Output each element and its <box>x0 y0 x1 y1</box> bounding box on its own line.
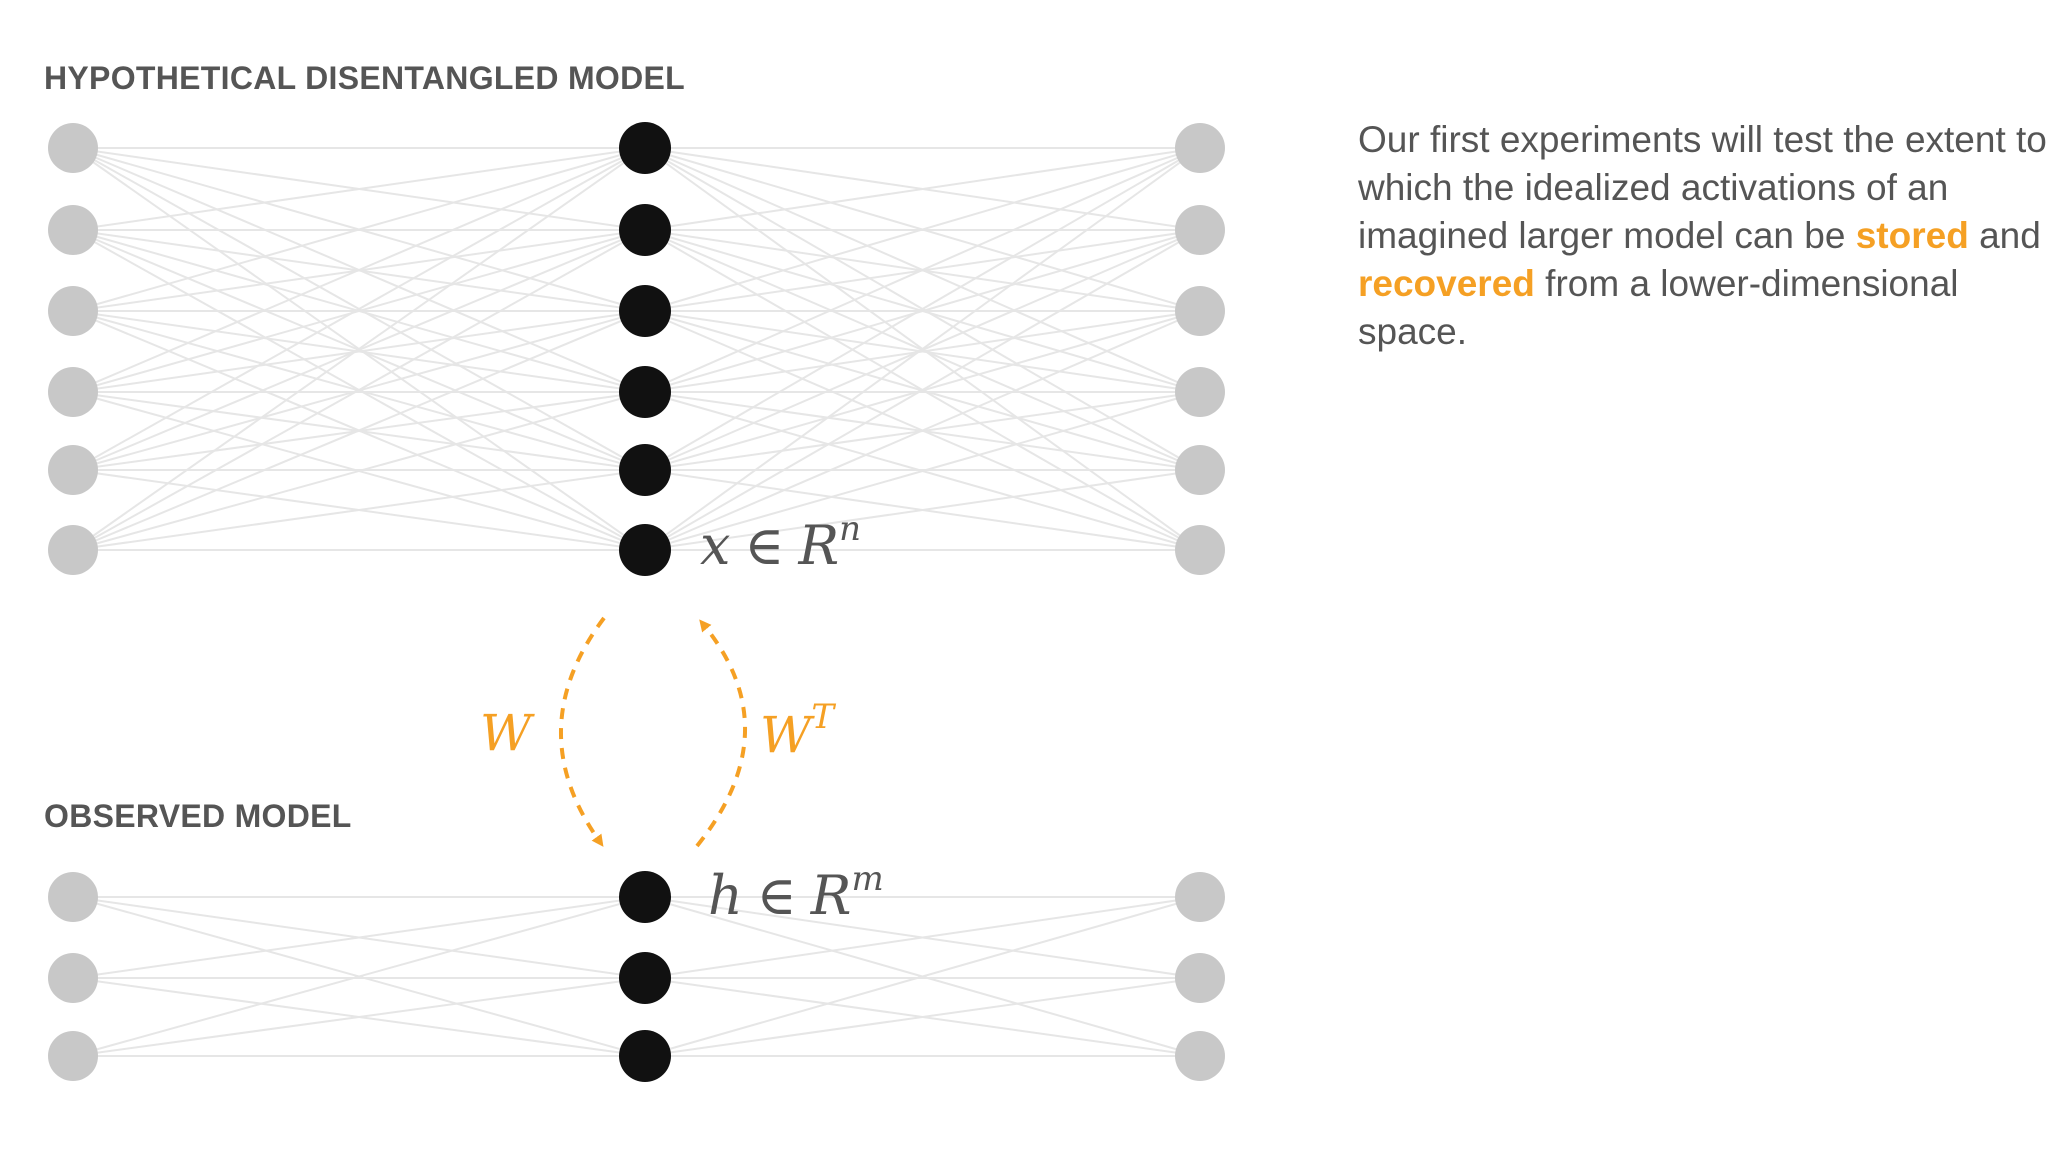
description-part1: Our first experiments will test the exte… <box>1358 119 2047 256</box>
disentangled-edge-in <box>72 310 646 393</box>
recovered-highlight: recovered <box>1358 263 1535 304</box>
description-and: and <box>1968 215 2041 256</box>
disentangled-edge-out <box>644 469 1201 551</box>
disentangled-output-node <box>1175 367 1225 417</box>
h-in-rm-label: h ∈ Rm <box>708 859 884 927</box>
observed-model-label: OBSERVED MODEL <box>44 798 352 834</box>
disentangled-edge-in <box>72 147 646 231</box>
disentangled-edge-out <box>644 147 1201 393</box>
observed-output-node <box>1175 872 1225 922</box>
disentangled-edge-in <box>72 147 646 471</box>
observed-input-node <box>48 953 98 1003</box>
observed-edge-in <box>72 977 646 1057</box>
disentangled-input-node <box>48 286 98 336</box>
disentangled-edge-out <box>644 147 1201 551</box>
observed-edge-out <box>644 896 1201 979</box>
w-projection-arrow <box>559 616 606 847</box>
disentangled-edge-in <box>72 391 646 551</box>
x-in-rn-label: x ∈ Rn <box>700 509 861 577</box>
disentangled-edge-in <box>72 310 646 551</box>
disentangled-hidden-node <box>619 204 671 256</box>
w-label: W <box>480 704 535 762</box>
disentangled-edge-out <box>644 147 1201 312</box>
disentangled-hidden-node <box>619 524 671 576</box>
observed-edge-out <box>644 977 1201 1057</box>
edge-layer <box>72 147 1201 1057</box>
disentangled-edge-out <box>644 391 1201 551</box>
disentangled-edge-in <box>72 229 646 551</box>
disentangled-input-node <box>48 445 98 495</box>
observed-output-node <box>1175 1031 1225 1081</box>
disentangled-output-node <box>1175 445 1225 495</box>
hypothetical-model-label: HYPOTHETICAL DISENTANGLED MODEL <box>44 60 686 96</box>
disentangled-output-node <box>1175 525 1225 575</box>
description-part2: from a lower-dimensional space. <box>1358 263 1959 352</box>
disentangled-output-node <box>1175 286 1225 336</box>
disentangled-input-node <box>48 367 98 417</box>
disentangled-edge-in <box>72 147 646 312</box>
wt-reconstruction-arrow <box>695 619 748 848</box>
observed-edge-out <box>644 896 1201 1057</box>
node-layer <box>48 122 1225 1082</box>
disentangled-input-node <box>48 205 98 255</box>
disentangled-input-node <box>48 525 98 575</box>
disentangled-edge-in <box>72 147 646 393</box>
disentangled-hidden-node <box>619 122 671 174</box>
observed-edge-in <box>72 896 646 1057</box>
disentangled-output-node <box>1175 123 1225 173</box>
disentangled-edge-out <box>644 229 1201 551</box>
observed-output-node <box>1175 953 1225 1003</box>
disentangled-edge-out <box>644 310 1201 551</box>
disentangled-edge-out <box>644 147 1201 231</box>
disentangled-edge-in <box>72 229 646 393</box>
observed-hidden-node <box>619 1030 671 1082</box>
observed-input-node <box>48 1031 98 1081</box>
disentangled-hidden-node <box>619 444 671 496</box>
disentangled-edge-out <box>644 229 1201 393</box>
disentangled-input-node <box>48 123 98 173</box>
description-text: Our first experiments will test the exte… <box>1358 116 2058 356</box>
observed-edge-in <box>72 896 646 979</box>
observed-hidden-node <box>619 871 671 923</box>
wt-label: WT <box>760 697 836 764</box>
disentangled-edge-in <box>72 469 646 551</box>
disentangled-hidden-node <box>619 285 671 337</box>
disentangled-edge-out <box>644 147 1201 471</box>
observed-input-node <box>48 872 98 922</box>
stored-highlight: stored <box>1855 215 1969 256</box>
disentangled-edge-in <box>72 147 646 551</box>
disentangled-edge-out <box>644 310 1201 393</box>
observed-hidden-node <box>619 952 671 1004</box>
disentangled-output-node <box>1175 205 1225 255</box>
disentangled-hidden-node <box>619 366 671 418</box>
